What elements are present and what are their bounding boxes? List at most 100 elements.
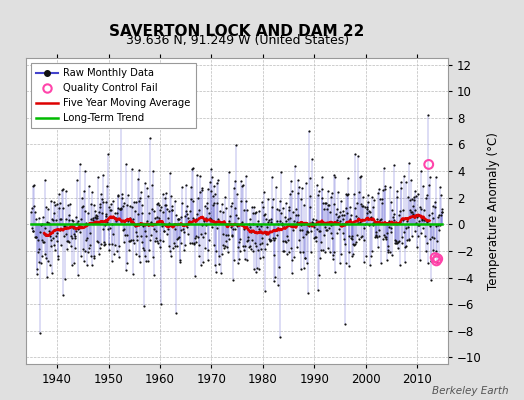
Point [321, 200, 329, 206]
Point [181, 242, 190, 248]
Point [156, 237, 165, 243]
Text: 39.636 N, 91.249 W (United States): 39.636 N, 91.249 W (United States) [126, 34, 348, 47]
Point [103, 183, 112, 189]
Point [141, 180, 149, 186]
Point [417, 168, 425, 174]
Point [113, 248, 121, 254]
Point [362, 215, 370, 221]
Point [237, 183, 246, 189]
Point [327, 222, 335, 228]
Point [137, 189, 145, 195]
Point [323, 188, 332, 194]
Point [235, 239, 243, 245]
Point [356, 173, 364, 180]
Point [370, 234, 379, 240]
Point [282, 239, 291, 245]
Point [56, 216, 64, 222]
Point [177, 214, 185, 220]
Point [347, 212, 355, 218]
Point [436, 192, 445, 198]
Point [387, 225, 396, 231]
Point [39, 214, 47, 220]
Point [82, 220, 91, 226]
Point [204, 186, 213, 192]
Point [244, 234, 252, 240]
Point [356, 234, 365, 240]
Point [49, 235, 58, 241]
Point [77, 224, 85, 231]
Point [30, 234, 39, 240]
Point [355, 219, 364, 225]
Point [403, 224, 412, 230]
Point [128, 271, 137, 278]
Point [186, 220, 194, 226]
Point [115, 206, 124, 212]
Point [59, 186, 67, 192]
Point [388, 206, 396, 213]
Point [188, 198, 196, 204]
Point [343, 192, 352, 198]
Point [312, 217, 321, 223]
Point [214, 216, 222, 222]
Point [364, 192, 372, 199]
Point [49, 217, 57, 223]
Point [378, 220, 386, 227]
Point [78, 194, 86, 201]
Point [237, 198, 245, 204]
Point [100, 242, 108, 249]
Point [73, 220, 81, 226]
Point [124, 218, 133, 224]
Point [133, 232, 141, 239]
Point [332, 230, 341, 236]
Point [160, 228, 168, 234]
Point [395, 212, 403, 218]
Point [206, 215, 214, 221]
Point [250, 265, 258, 272]
Point [200, 230, 209, 236]
Point [130, 240, 138, 247]
Point [232, 142, 241, 148]
Point [383, 230, 391, 236]
Point [294, 184, 303, 190]
Point [84, 245, 93, 252]
Point [254, 208, 263, 214]
Point [383, 257, 391, 264]
Point [63, 238, 72, 244]
Point [209, 201, 217, 208]
Point [40, 239, 48, 246]
Point [386, 198, 395, 205]
Point [431, 204, 439, 211]
Point [348, 232, 356, 239]
Point [132, 198, 140, 205]
Point [361, 203, 369, 210]
Point [318, 174, 326, 180]
Point [377, 200, 386, 206]
Point [187, 184, 195, 190]
Point [344, 174, 352, 181]
Legend: Raw Monthly Data, Quality Control Fail, Five Year Moving Average, Long-Term Tren: Raw Monthly Data, Quality Control Fail, … [31, 63, 195, 128]
Point [337, 212, 346, 218]
Point [325, 225, 333, 231]
Point [359, 203, 367, 209]
Point [261, 211, 269, 217]
Point [320, 206, 329, 212]
Point [389, 211, 398, 218]
Point [173, 243, 181, 249]
Point [430, 235, 438, 242]
Point [213, 180, 222, 186]
Point [271, 226, 280, 232]
Point [83, 262, 91, 268]
Point [299, 234, 307, 240]
Point [92, 212, 100, 218]
Point [393, 194, 401, 200]
Point [73, 217, 82, 224]
Point [138, 210, 146, 216]
Point [367, 213, 375, 220]
Point [395, 238, 403, 244]
Point [144, 192, 152, 199]
Point [303, 229, 312, 235]
Point [283, 250, 291, 257]
Point [140, 247, 148, 254]
Point [394, 245, 402, 251]
Point [80, 208, 89, 214]
